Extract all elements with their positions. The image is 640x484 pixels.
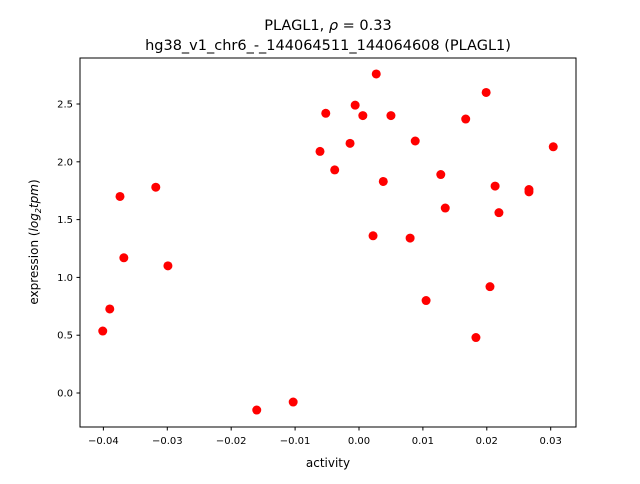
data-point (386, 111, 396, 121)
data-point (524, 187, 534, 197)
data-point (115, 191, 125, 201)
data-point (461, 114, 471, 124)
data-point (330, 165, 340, 175)
data-point (410, 136, 420, 146)
data-point (350, 100, 360, 110)
x-tick-label: 0.01 (412, 436, 434, 447)
y-axis-label: expression (log2tpm) (27, 179, 43, 304)
data-point (481, 87, 491, 97)
data-point (436, 170, 446, 180)
y-tick-label: 1.5 (57, 215, 73, 226)
data-point (494, 208, 504, 218)
y-tick-label: 0.5 (57, 331, 73, 342)
x-axis-label: activity (306, 456, 350, 470)
x-tick-label: −0.02 (216, 436, 247, 447)
plot-area-frame (79, 57, 577, 428)
y-tick-label: 2.5 (57, 100, 73, 111)
y-tick-label: 0.0 (57, 389, 73, 400)
data-point (345, 138, 355, 148)
data-point (485, 282, 495, 292)
x-tick-label: −0.03 (152, 436, 183, 447)
data-point (368, 231, 378, 241)
data-point (471, 333, 481, 343)
data-point (371, 69, 381, 79)
x-tick-label: −0.04 (88, 436, 119, 447)
y-tick-label: 2.0 (57, 157, 73, 168)
chart-title-line2: hg38_v1_chr6_-_144064511_144064608 (PLAG… (145, 38, 511, 54)
data-point (151, 182, 161, 192)
x-tick-label: 0.00 (348, 436, 370, 447)
data-point (421, 296, 431, 306)
data-point (163, 261, 173, 271)
data-point (405, 233, 415, 243)
data-point (490, 181, 500, 191)
data-point (119, 253, 129, 263)
y-tick-label: 1.0 (57, 273, 73, 284)
data-point (440, 203, 450, 213)
data-point (98, 326, 108, 336)
data-point (321, 108, 331, 118)
data-point (105, 304, 115, 314)
data-point (252, 405, 262, 415)
chart-title-line1: PLAGL1, ρ = 0.33 (264, 18, 391, 34)
x-tick-label: 0.03 (540, 436, 562, 447)
data-point (315, 146, 325, 156)
data-point (548, 142, 558, 152)
x-tick-label: −0.01 (280, 436, 311, 447)
data-point (358, 111, 368, 121)
data-point (288, 397, 298, 407)
data-point (378, 176, 388, 186)
x-tick-label: 0.02 (476, 436, 498, 447)
